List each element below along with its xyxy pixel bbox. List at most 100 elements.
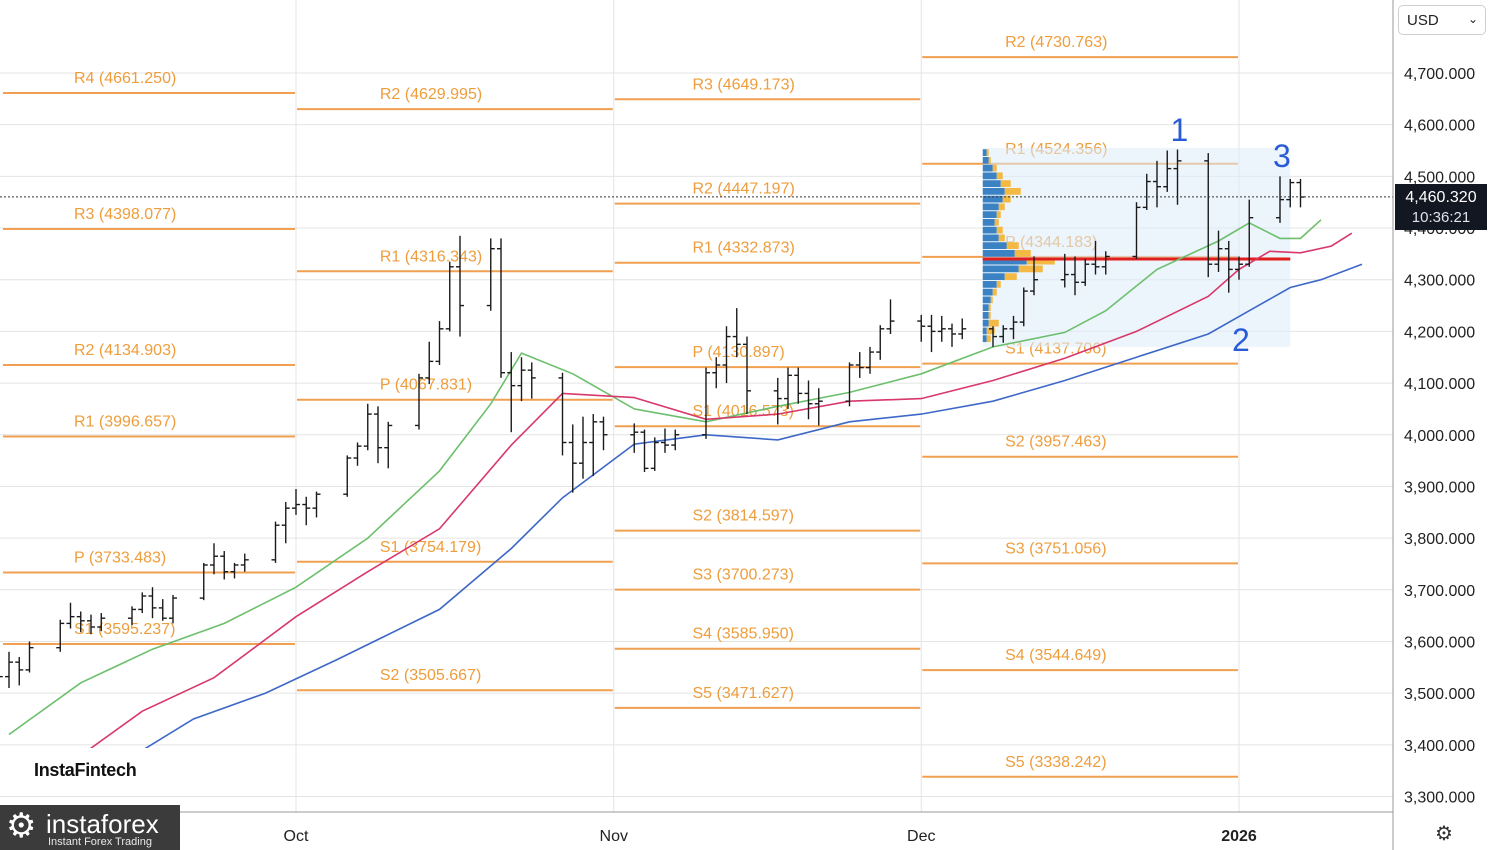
settings-gear-icon[interactable]: ⚙: [1435, 823, 1453, 845]
ohlc-bar: [353, 442, 362, 466]
volume-bar-sell: [1006, 242, 1019, 250]
volume-bar-buy: [982, 218, 995, 226]
ohlc-bar: [517, 357, 526, 402]
brand-name: instaforex: [46, 809, 159, 839]
ohlc-bar: [210, 543, 218, 575]
volume-bar-sell: [990, 296, 993, 304]
x-tick-label: Nov: [600, 828, 628, 845]
ohlc-bar: [989, 326, 997, 347]
volume-bar-buy: [982, 304, 989, 312]
ohlc-bar: [794, 367, 803, 404]
volume-bar-sell: [988, 312, 991, 319]
volume-profile: [982, 147, 1291, 347]
ohlc-bar: [169, 594, 177, 624]
currency-select[interactable]: USD ⌄: [1398, 5, 1486, 35]
pivot-label: P (4130.897): [693, 344, 785, 361]
volume-bar-buy: [982, 226, 997, 234]
ohlc-bar: [630, 423, 639, 453]
ohlc-bar: [1071, 256, 1079, 296]
ohlc-bar: [1101, 251, 1110, 275]
ohlc-bar: [138, 592, 147, 614]
ohlc-bar: [527, 362, 536, 399]
ohlc-bar: [507, 352, 516, 433]
ohlc-bar: [158, 599, 167, 621]
ohlc-bar: [661, 428, 669, 453]
volume-bar-sell: [1000, 180, 1011, 187]
volume-bar-sell: [988, 304, 991, 312]
ohlc-bar: [1173, 149, 1182, 205]
pivot-label: R1 (4316.343): [380, 248, 482, 265]
ohlc-bar: [435, 321, 444, 365]
ohlc-bar: [579, 416, 587, 479]
ohlc-bar: [773, 377, 782, 425]
ohlc-bar: [1276, 176, 1284, 223]
pivot-label: S5 (3338.242): [1005, 754, 1106, 771]
pivot-label: S1 (4016.573): [693, 403, 794, 420]
volume-bar-sell: [996, 281, 1001, 288]
volume-bar-sell: [986, 327, 995, 335]
volume-bar-buy: [982, 172, 997, 180]
ohlc-bar: [1204, 153, 1213, 278]
volume-bar-buy: [982, 211, 997, 218]
volume-bar-sell: [996, 211, 1001, 218]
volume-bar-sell: [1004, 187, 1021, 195]
ohlc-bar: [1296, 178, 1305, 208]
ohlc-bar: [558, 372, 567, 456]
ohlc-bar: [948, 323, 956, 347]
pivot-label: R3 (4649.173): [693, 76, 795, 93]
volume-bar-buy: [982, 335, 987, 343]
ohlc-bar: [732, 308, 741, 358]
ohlc-bar: [363, 403, 372, 451]
ohlc-bar: [1214, 230, 1223, 272]
ohlc-bar: [384, 421, 393, 469]
volume-bar-buy: [982, 203, 999, 211]
pivot-label: S1 (3754.179): [380, 539, 481, 556]
ohlc-bar: [230, 562, 239, 579]
ma_fast-line: [8, 219, 1322, 736]
volume-bar-buy: [982, 265, 1019, 273]
volume-bar-buy: [982, 327, 987, 335]
ohlc-bar: [425, 341, 434, 385]
ohlc-bar: [1019, 287, 1028, 327]
ohlc-bar: [937, 315, 946, 342]
ohlc-bar: [343, 455, 352, 497]
wave-label: 3: [1273, 138, 1291, 174]
ohlc-bar: [1091, 240, 1100, 275]
volume-bar-sell: [992, 164, 997, 172]
watermark-text: InstaFintech: [34, 760, 137, 780]
y-tick-label: 3,700.000: [1404, 583, 1475, 600]
ohlc-bar: [1163, 150, 1172, 192]
ohlc-bar: [1286, 178, 1295, 208]
instaforex-logo: ⚙ instaforex Instant Forex Trading: [0, 805, 180, 850]
wave-label: 1: [1171, 112, 1189, 148]
ohlc-bar: [0, 675, 3, 678]
ohlc-bar: [220, 551, 229, 580]
ohlc-bar: [814, 388, 823, 426]
ohlc-bar: [784, 367, 792, 409]
volume-bar-sell: [996, 172, 1003, 180]
pivot-label: R2 (4134.903): [74, 342, 176, 359]
ohlc-bar: [292, 489, 300, 515]
volume-bar-buy: [982, 164, 993, 172]
pivot-label: R1 (4332.873): [693, 240, 795, 257]
pivot-label: R2 (4629.995): [380, 86, 482, 103]
volume-bar-sell: [1026, 257, 1055, 265]
y-tick-label: 3,300.000: [1404, 790, 1475, 807]
volume-bar-buy: [982, 180, 1001, 187]
y-tick-label: 4,300.000: [1404, 273, 1475, 290]
ohlc-bar: [240, 553, 249, 572]
ohlc-bar: [415, 373, 423, 430]
ohlc-bar: [1060, 253, 1069, 288]
ohlc-bars: [0, 149, 1393, 688]
volume-bar-sell: [998, 234, 1005, 242]
ohlc-bar: [76, 611, 85, 633]
y-tick-label: 3,800.000: [1404, 531, 1475, 548]
ohlc-bar: [199, 562, 208, 601]
volume-bar-buy: [982, 187, 1005, 195]
ohlc-bar: [845, 362, 854, 407]
ma_mid-line: [70, 232, 1353, 764]
y-tick-label: 4,700.000: [1404, 66, 1475, 83]
ohlc-bar: [5, 651, 13, 688]
instaforex-gear-icon: ⚙: [6, 807, 37, 845]
